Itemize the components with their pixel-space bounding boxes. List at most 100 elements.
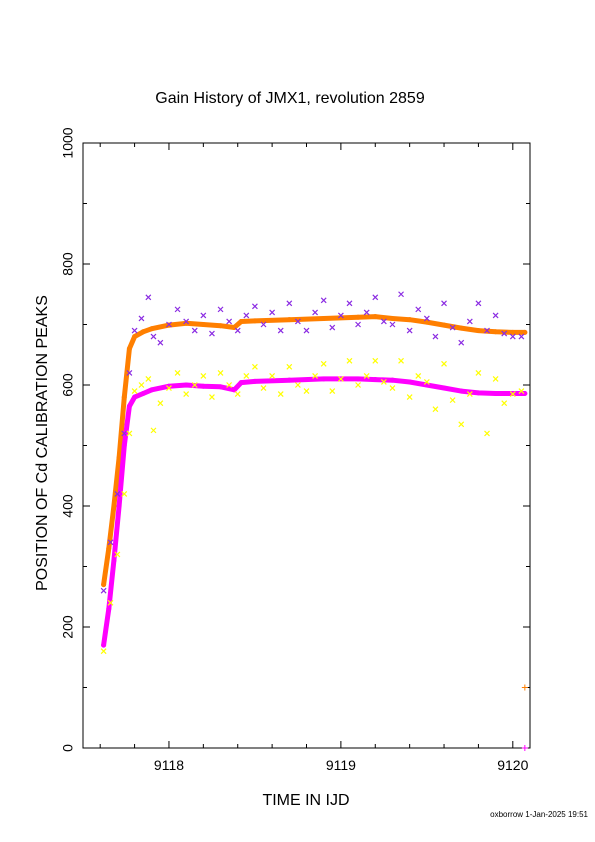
data-point bbox=[458, 339, 465, 346]
data-point bbox=[522, 329, 528, 335]
data-point bbox=[312, 309, 319, 316]
data-point bbox=[423, 315, 430, 322]
data-point bbox=[251, 363, 258, 370]
data-point bbox=[286, 377, 292, 383]
data-point bbox=[209, 394, 215, 401]
data-point bbox=[150, 333, 157, 340]
data-point bbox=[294, 382, 301, 388]
data-point bbox=[294, 318, 301, 325]
data-point bbox=[126, 430, 133, 437]
data-point bbox=[209, 330, 215, 337]
data-point bbox=[372, 377, 378, 383]
data-point bbox=[458, 388, 464, 394]
y-tick-label: 800 bbox=[60, 252, 76, 276]
data-point bbox=[217, 369, 224, 376]
data-point bbox=[145, 294, 152, 301]
data-point bbox=[522, 390, 528, 396]
data-point bbox=[521, 684, 528, 691]
data-point bbox=[100, 587, 107, 594]
data-point bbox=[138, 315, 145, 322]
data-point bbox=[191, 327, 198, 334]
data-point bbox=[234, 391, 241, 397]
data-point bbox=[218, 384, 224, 390]
data-point bbox=[441, 322, 447, 328]
data-point bbox=[372, 294, 379, 301]
data-point bbox=[145, 376, 152, 382]
data-point bbox=[518, 333, 525, 340]
data-point bbox=[269, 309, 276, 316]
data-point bbox=[321, 376, 327, 382]
data-point bbox=[111, 503, 117, 509]
series-4 bbox=[521, 684, 528, 691]
data-point bbox=[200, 322, 206, 327]
data-point bbox=[226, 318, 233, 325]
data-point bbox=[140, 329, 146, 335]
data-point bbox=[346, 300, 353, 307]
data-point bbox=[337, 376, 344, 382]
data-point bbox=[252, 318, 258, 324]
chart-title: Gain History of JMX1, revolution 2859 bbox=[155, 90, 425, 107]
data-point bbox=[466, 391, 473, 397]
data-point bbox=[121, 490, 128, 497]
data-point bbox=[355, 321, 362, 328]
data-point bbox=[492, 312, 499, 319]
data-point bbox=[231, 387, 237, 393]
data-point bbox=[107, 539, 114, 546]
x-axis-label: TIME IN IJD bbox=[262, 792, 349, 809]
data-point bbox=[509, 391, 516, 397]
data-point bbox=[363, 309, 370, 316]
data-point bbox=[126, 369, 133, 376]
data-point bbox=[449, 397, 456, 404]
data-point bbox=[475, 390, 481, 396]
x-tick-label: 9119 bbox=[326, 757, 356, 773]
y-tick-label: 200 bbox=[60, 615, 76, 639]
data-point bbox=[432, 333, 439, 340]
data-point bbox=[174, 369, 181, 376]
data-point bbox=[126, 403, 132, 409]
data-point bbox=[415, 373, 422, 379]
data-point bbox=[432, 406, 439, 413]
data-point bbox=[157, 400, 164, 407]
data-point bbox=[106, 545, 112, 551]
data-point bbox=[510, 329, 516, 335]
data-point bbox=[321, 315, 327, 321]
series-5 bbox=[521, 745, 528, 751]
footer-stamp: oxborrow 1-Jan-2025 19:51 bbox=[490, 810, 588, 819]
data-point bbox=[166, 385, 172, 391]
data-point bbox=[372, 357, 379, 364]
data-point bbox=[407, 317, 413, 323]
data-point bbox=[521, 745, 528, 751]
data-point bbox=[475, 300, 482, 307]
data-point bbox=[303, 388, 310, 394]
data-point bbox=[116, 455, 122, 461]
data-point bbox=[320, 360, 327, 367]
data-point bbox=[166, 321, 172, 328]
data-point bbox=[492, 376, 499, 382]
data-point bbox=[260, 385, 267, 391]
data-point bbox=[312, 373, 319, 379]
data-point bbox=[131, 327, 138, 334]
data-point bbox=[150, 427, 157, 434]
data-point bbox=[200, 312, 207, 319]
data-point bbox=[238, 318, 244, 324]
data-point bbox=[484, 327, 490, 334]
data-point bbox=[475, 328, 481, 334]
y-tick-label: 0 bbox=[60, 744, 76, 752]
data-point bbox=[415, 306, 422, 313]
data-point bbox=[441, 360, 447, 367]
data-point bbox=[269, 373, 276, 379]
data-point bbox=[100, 648, 107, 655]
data-point bbox=[183, 318, 190, 325]
x-tick-label: 9120 bbox=[497, 757, 528, 773]
data-point bbox=[111, 557, 117, 563]
data-point bbox=[424, 319, 430, 325]
data-point bbox=[138, 382, 145, 388]
data-point bbox=[114, 490, 121, 497]
data-point bbox=[286, 363, 293, 370]
data-point bbox=[458, 325, 464, 331]
data-point bbox=[260, 321, 267, 328]
data-point bbox=[277, 391, 284, 397]
data-point bbox=[200, 383, 206, 389]
data-point bbox=[107, 599, 114, 606]
